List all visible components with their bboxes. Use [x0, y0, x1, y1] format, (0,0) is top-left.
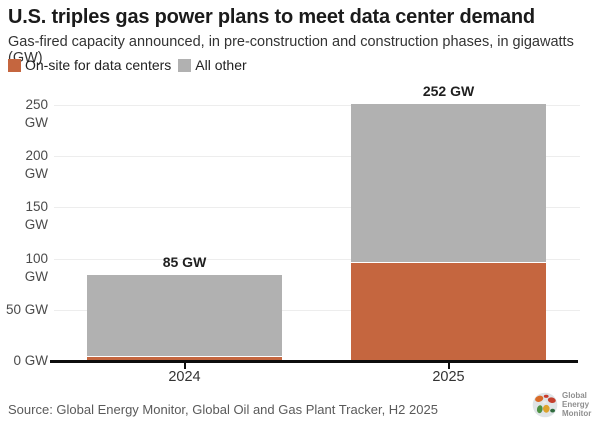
on-site-swatch-icon: [8, 58, 21, 72]
gridline-200: [54, 156, 580, 157]
chart-title: U.S. triples gas power plans to meet dat…: [8, 6, 535, 28]
y-axis-label-250: 250 GW: [24, 96, 48, 130]
source-note: Source: Global Energy Monitor, Global Oi…: [8, 402, 438, 417]
logo-line-3: Monitor: [562, 408, 592, 418]
bar-segment-gap-2025: [351, 261, 546, 264]
x-axis-label-2025: 2025: [432, 369, 465, 385]
bar-segment-gap-2024: [87, 355, 282, 358]
bar-total-label-2024: 85 GW: [162, 254, 207, 271]
legend-label-all-other: All other: [195, 57, 247, 73]
x-tick-2024: [183, 362, 186, 369]
gridline-250: [54, 104, 580, 106]
logo-line-1: Global: [562, 391, 587, 400]
logo-wordmark: Global Energy Monitor: [562, 391, 592, 419]
bar-total-label-2025: 252 GW: [422, 83, 475, 100]
legend-label-on-site: On-site for data centers: [25, 57, 172, 73]
bar-segment-on-site-2025: [351, 263, 546, 363]
legend-item-on-site: On-site for data centers: [8, 57, 171, 73]
globe-icon: [532, 393, 558, 418]
gridline-50: [54, 309, 580, 311]
bar-segment-on-site-2024: [87, 357, 282, 363]
logo-line-2: Energy: [562, 399, 590, 409]
y-axis-label-0: 0 GW: [13, 353, 48, 368]
y-axis-label-100: 100 GW: [24, 250, 48, 284]
x-axis-label-2024: 2024: [168, 369, 201, 385]
legend: On-site for data centers All other: [8, 57, 247, 73]
bar-segment-all-other-2025: [351, 104, 546, 262]
x-tick-2025: [447, 362, 450, 369]
all-other-swatch-icon: [178, 58, 192, 72]
gridline-100: [54, 258, 580, 260]
y-axis-label-50: 50 GW: [5, 301, 48, 317]
legend-item-all-other: All other: [178, 57, 247, 73]
y-axis-label-200: 200 GW: [24, 148, 48, 181]
x-axis-line: [50, 360, 578, 363]
y-axis-label-150: 150 GW: [24, 199, 48, 233]
bar-segment-all-other-2024: [87, 275, 282, 356]
global-energy-monitor-logo: Global Energy Monitor: [532, 391, 592, 419]
gridline-150: [54, 207, 580, 209]
